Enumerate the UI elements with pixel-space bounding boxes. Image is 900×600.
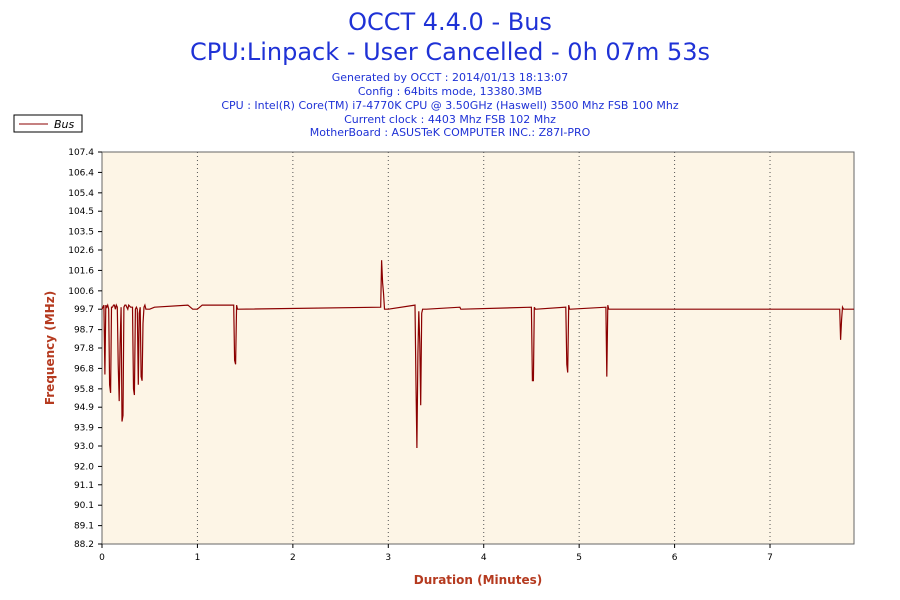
chart-subtitle: CPU:Linpack - User Cancelled - 0h 07m 53… [190, 38, 710, 66]
y-tick-label: 91.1 [74, 481, 94, 491]
y-tick-label: 97.8 [74, 344, 94, 354]
x-tick-label: 0 [99, 553, 105, 563]
x-tick-label: 7 [767, 553, 773, 563]
y-tick-label: 93.9 [74, 424, 94, 434]
y-tick-label: 96.8 [74, 364, 94, 374]
info-config: Config : 64bits mode, 13380.3MB [358, 85, 542, 98]
y-tick-label: 90.1 [74, 501, 94, 511]
series-line-bus [101, 260, 854, 449]
x-tick-label: 1 [195, 553, 201, 563]
y-axis-title: Frequency (MHz) [43, 291, 57, 405]
y-tick-label: 100.6 [68, 287, 94, 297]
legend: Bus [13, 114, 83, 133]
grid-lines [196, 152, 771, 544]
x-tick-label: 6 [672, 553, 678, 563]
plot-area [101, 151, 855, 545]
x-tick-label: 4 [481, 553, 487, 563]
info-generated: Generated by OCCT : 2014/01/13 18:13:07 [332, 71, 569, 84]
y-tick-label: 98.7 [74, 326, 94, 336]
y-tick-label: 103.5 [68, 228, 94, 238]
x-axis-ticks: 0 1 2 3 4 5 6 7 [99, 544, 773, 563]
y-tick-label: 95.8 [74, 385, 94, 395]
y-tick-label: 105.4 [68, 189, 94, 199]
info-motherboard: MotherBoard : ASUSTeK COMPUTER INC.: Z87… [310, 126, 591, 139]
y-tick-label: 88.2 [74, 540, 94, 550]
legend-label-bus: Bus [54, 118, 75, 131]
x-tick-label: 3 [385, 553, 391, 563]
x-tick-label: 5 [576, 553, 582, 563]
info-cpu: CPU : Intel(R) Core(TM) i7-4770K CPU @ 3… [221, 99, 679, 112]
y-tick-label: 107.4 [68, 148, 94, 158]
y-tick-label: 89.1 [74, 522, 94, 532]
info-current-clock: Current clock : 4403 Mhz FSB 102 Mhz [344, 113, 556, 126]
y-tick-label: 94.9 [74, 403, 94, 413]
y-tick-label: 106.4 [68, 168, 94, 178]
y-tick-label: 101.6 [68, 266, 94, 276]
y-tick-label: 104.5 [68, 207, 94, 217]
y-tick-label: 99.7 [74, 305, 94, 315]
x-axis-title: Duration (Minutes) [414, 573, 542, 587]
chart-title: OCCT 4.4.0 - Bus [348, 8, 552, 36]
y-tick-label: 102.6 [68, 246, 94, 256]
y-tick-label: 92.0 [74, 462, 94, 472]
y-axis-ticks: 88.2 89.1 90.1 91.1 92.0 93.0 93.9 94.9 95.8 96.8… [68, 148, 102, 550]
y-tick-label: 93.0 [74, 442, 94, 452]
x-tick-label: 2 [290, 553, 296, 563]
